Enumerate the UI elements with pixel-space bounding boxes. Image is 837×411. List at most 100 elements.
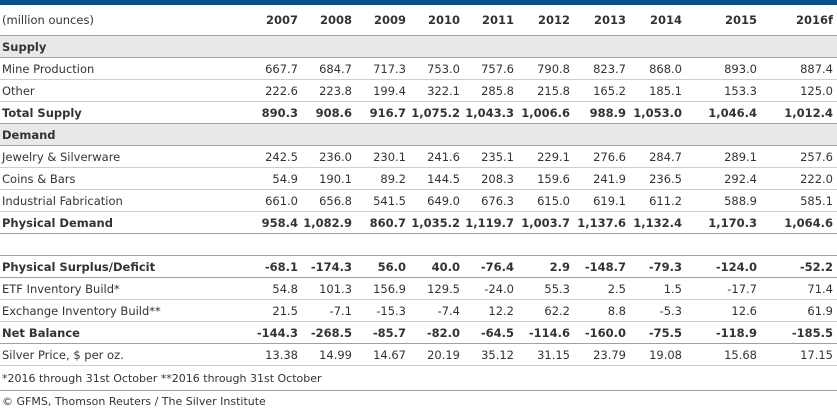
total-row: Physical Surplus/Deficit -68.1 -174.3 56.0 4…: [0, 255, 837, 278]
value-cell: 8.8: [574, 299, 630, 322]
value-cell: 588.9: [686, 189, 761, 212]
value-cell: 893.0: [686, 57, 761, 80]
value-cell: 585.1: [761, 189, 837, 212]
value-cell: 19.08: [630, 343, 686, 366]
value-cell: 242.5: [248, 145, 302, 168]
row-label: Total Supply: [0, 101, 248, 124]
value-cell: 615.0: [518, 189, 574, 212]
value-cell: 12.2: [464, 299, 518, 322]
table-body: Supply Mine Production 667.7 684.7 717.3 753.…: [0, 35, 837, 366]
value-cell: 619.1: [574, 189, 630, 212]
value-cell: -15.3: [356, 299, 410, 322]
section-heading: Supply: [0, 35, 837, 58]
value-cell: 222.6: [248, 79, 302, 102]
value-cell: 717.3: [356, 57, 410, 80]
row-label: Physical Demand: [0, 211, 248, 234]
value-cell: 1,064.6: [761, 211, 837, 234]
value-cell: 1,119.7: [464, 211, 518, 234]
total-row: Net Balance -144.3 -268.5 -85.7 -82.0 -64.5 -1…: [0, 321, 837, 344]
table-row: Mine Production 667.7 684.7 717.3 753.0 757.6…: [0, 57, 837, 80]
value-cell: -52.2: [761, 255, 837, 278]
value-cell: -144.3: [248, 321, 302, 344]
value-cell: 890.3: [248, 101, 302, 124]
table-row: Other 222.6 223.8 199.4 322.1 285.8 215.8 165.2…: [0, 79, 837, 102]
value-cell: 289.1: [686, 145, 761, 168]
value-cell: 1,075.2: [410, 101, 464, 124]
value-cell: 21.5: [248, 299, 302, 322]
value-cell: -17.7: [686, 277, 761, 300]
year-header: 2013: [574, 5, 630, 36]
value-cell: -160.0: [574, 321, 630, 344]
value-cell: -185.5: [761, 321, 837, 344]
value-cell: 958.4: [248, 211, 302, 234]
table-row: Silver Price, $ per oz. 13.38 14.99 14.67 20…: [0, 343, 837, 366]
value-cell: 156.9: [356, 277, 410, 300]
value-cell: -124.0: [686, 255, 761, 278]
value-cell: 14.99: [302, 343, 356, 366]
value-cell: -76.4: [464, 255, 518, 278]
year-header: 2015: [686, 5, 761, 36]
value-cell: 1,137.6: [574, 211, 630, 234]
year-header: 2009: [356, 5, 410, 36]
value-cell: 129.5: [410, 277, 464, 300]
value-cell: 165.2: [574, 79, 630, 102]
value-cell: 125.0: [761, 79, 837, 102]
value-cell: 15.68: [686, 343, 761, 366]
row-label: Exchange Inventory Build**: [0, 299, 248, 322]
value-cell: 89.2: [356, 167, 410, 190]
value-cell: -148.7: [574, 255, 630, 278]
row-label: Industrial Fabrication: [0, 189, 248, 212]
value-cell: 159.6: [518, 167, 574, 190]
value-cell: 276.6: [574, 145, 630, 168]
value-cell: 101.3: [302, 277, 356, 300]
table-header-row: (million ounces) 2007 2008 2009 2010 2011 201…: [0, 5, 837, 36]
value-cell: 2.5: [574, 277, 630, 300]
value-cell: 656.8: [302, 189, 356, 212]
value-cell: 1,035.2: [410, 211, 464, 234]
value-cell: 241.6: [410, 145, 464, 168]
value-cell: -68.1: [248, 255, 302, 278]
value-cell: 54.9: [248, 167, 302, 190]
value-cell: -79.3: [630, 255, 686, 278]
row-label: Silver Price, $ per oz.: [0, 343, 248, 366]
value-cell: 1,046.4: [686, 101, 761, 124]
value-cell: 284.7: [630, 145, 686, 168]
unit-label: (million ounces): [0, 5, 248, 36]
value-cell: 71.4: [761, 277, 837, 300]
table-row: Coins & Bars 54.9 190.1 89.2 144.5 208.3 159.6…: [0, 167, 837, 190]
value-cell: 190.1: [302, 167, 356, 190]
value-cell: 860.7: [356, 211, 410, 234]
spacer-cell: [0, 233, 837, 256]
year-header: 2016f: [761, 5, 837, 36]
value-cell: 1,170.3: [686, 211, 761, 234]
value-cell: 35.12: [464, 343, 518, 366]
value-cell: 223.8: [302, 79, 356, 102]
value-cell: 611.2: [630, 189, 686, 212]
value-cell: -7.1: [302, 299, 356, 322]
value-cell: 56.0: [356, 255, 410, 278]
table-row: ETF Inventory Build* 54.8 101.3 156.9 129.5 -…: [0, 277, 837, 300]
value-cell: 887.4: [761, 57, 837, 80]
value-cell: 1,003.7: [518, 211, 574, 234]
table-row: Exchange Inventory Build** 21.5 -7.1 -15.3-…: [0, 299, 837, 322]
value-cell: 185.1: [630, 79, 686, 102]
value-cell: 215.8: [518, 79, 574, 102]
value-cell: 54.8: [248, 277, 302, 300]
value-cell: 1,082.9: [302, 211, 356, 234]
year-header: 2008: [302, 5, 356, 36]
top-accent-bar: [0, 0, 837, 5]
value-cell: 236.5: [630, 167, 686, 190]
value-cell: -7.4: [410, 299, 464, 322]
value-cell: 1,012.4: [761, 101, 837, 124]
value-cell: 661.0: [248, 189, 302, 212]
row-label: ETF Inventory Build*: [0, 277, 248, 300]
section-row: Demand: [0, 123, 837, 146]
value-cell: 14.67: [356, 343, 410, 366]
total-row: Total Supply 890.3 908.6 916.7 1,075.2 1,043.…: [0, 101, 837, 124]
value-cell: 235.1: [464, 145, 518, 168]
value-cell: 868.0: [630, 57, 686, 80]
value-cell: 292.4: [686, 167, 761, 190]
footnote: *2016 through 31st October **2016 throug…: [0, 366, 837, 391]
value-cell: 790.8: [518, 57, 574, 80]
value-cell: 144.5: [410, 167, 464, 190]
